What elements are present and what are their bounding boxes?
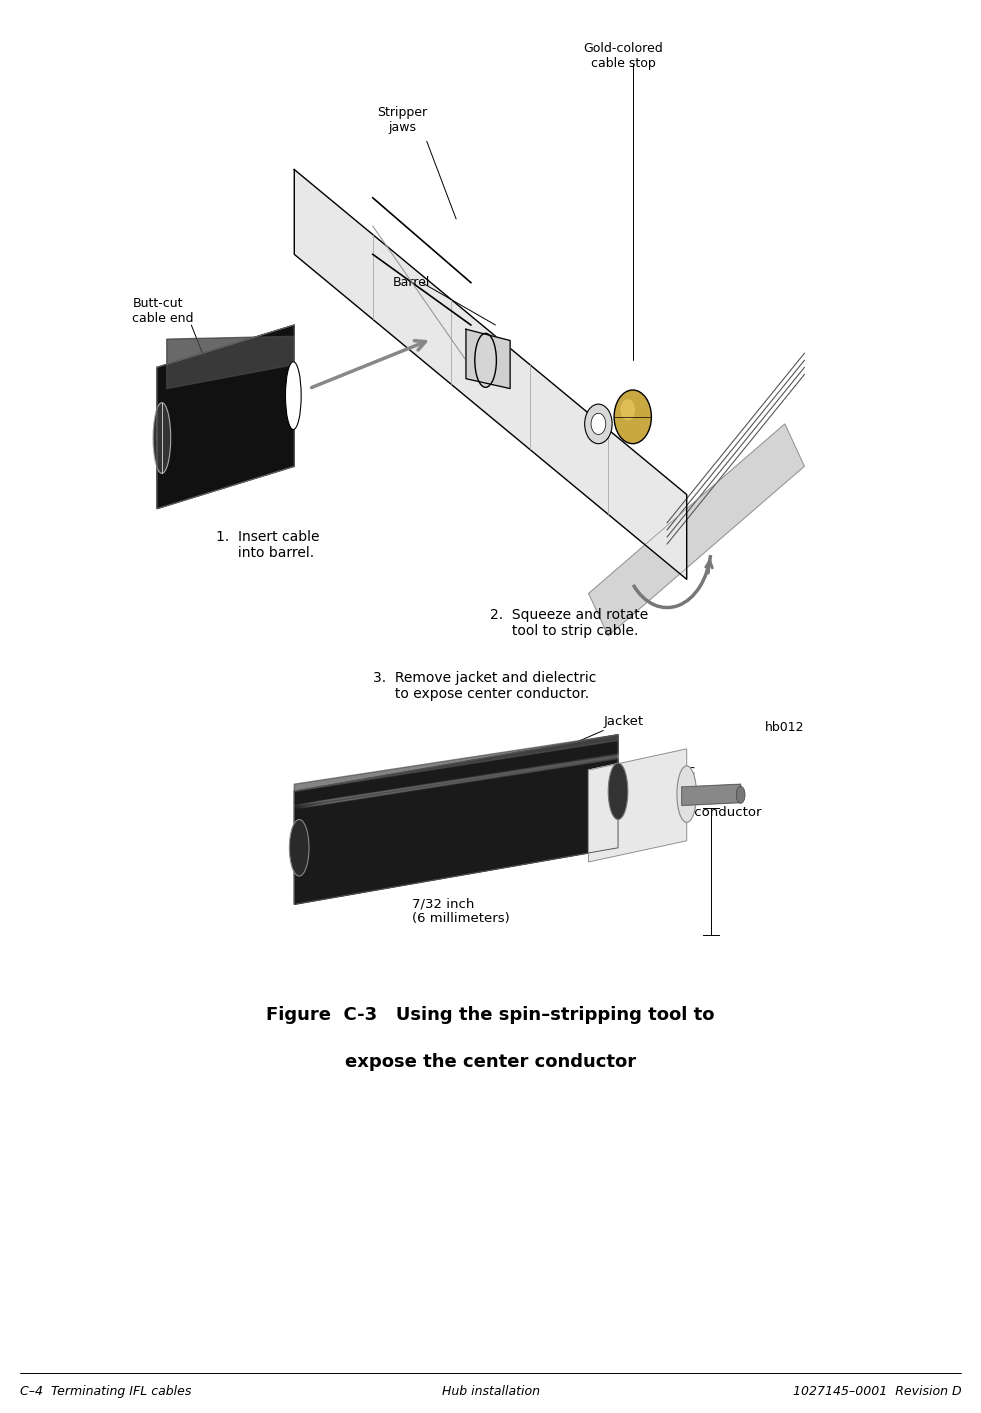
Polygon shape bbox=[157, 325, 294, 509]
Ellipse shape bbox=[475, 333, 496, 387]
Text: Stripper
jaws: Stripper jaws bbox=[377, 106, 428, 134]
Ellipse shape bbox=[621, 400, 636, 421]
Ellipse shape bbox=[289, 820, 309, 876]
Text: hb012: hb012 bbox=[765, 721, 804, 733]
Polygon shape bbox=[299, 756, 619, 807]
Text: Butt-cut
cable end: Butt-cut cable end bbox=[132, 297, 194, 325]
Polygon shape bbox=[589, 749, 687, 862]
Ellipse shape bbox=[585, 404, 612, 444]
Text: 1.  Insert cable
     into barrel.: 1. Insert cable into barrel. bbox=[216, 530, 320, 560]
Ellipse shape bbox=[285, 362, 301, 430]
Polygon shape bbox=[167, 336, 294, 389]
Polygon shape bbox=[294, 735, 618, 791]
Polygon shape bbox=[466, 329, 510, 389]
Text: C–4  Terminating IFL cables: C–4 Terminating IFL cables bbox=[20, 1385, 191, 1397]
Ellipse shape bbox=[736, 787, 746, 803]
Polygon shape bbox=[589, 424, 804, 636]
Text: 1027145–0001  Revision D: 1027145–0001 Revision D bbox=[793, 1385, 961, 1397]
Text: 7/32 inch
(6 millimeters): 7/32 inch (6 millimeters) bbox=[412, 897, 510, 926]
Polygon shape bbox=[294, 170, 687, 579]
Polygon shape bbox=[294, 756, 619, 808]
Text: 3.  Remove jacket and dielectric
     to expose center conductor.: 3. Remove jacket and dielectric to expos… bbox=[373, 671, 596, 701]
Text: Center conductor: Center conductor bbox=[645, 805, 762, 820]
Text: Figure  C-3   Using the spin–stripping tool to: Figure C-3 Using the spin–stripping tool… bbox=[266, 1006, 715, 1024]
Text: Dielectric: Dielectric bbox=[633, 763, 697, 777]
Text: Gold-colored
cable stop: Gold-colored cable stop bbox=[583, 42, 663, 71]
Ellipse shape bbox=[153, 403, 171, 473]
Ellipse shape bbox=[591, 414, 605, 435]
Polygon shape bbox=[682, 784, 741, 805]
Text: Hub installation: Hub installation bbox=[441, 1385, 540, 1397]
Text: Jacket: Jacket bbox=[603, 715, 644, 728]
Ellipse shape bbox=[614, 390, 651, 444]
Text: 2.  Squeeze and rotate
     tool to strip cable.: 2. Squeeze and rotate tool to strip cabl… bbox=[490, 608, 648, 637]
Text: Barrel: Barrel bbox=[392, 276, 430, 290]
Ellipse shape bbox=[677, 766, 697, 822]
Polygon shape bbox=[294, 735, 618, 904]
Ellipse shape bbox=[608, 763, 628, 820]
Text: expose the center conductor: expose the center conductor bbox=[345, 1053, 636, 1071]
